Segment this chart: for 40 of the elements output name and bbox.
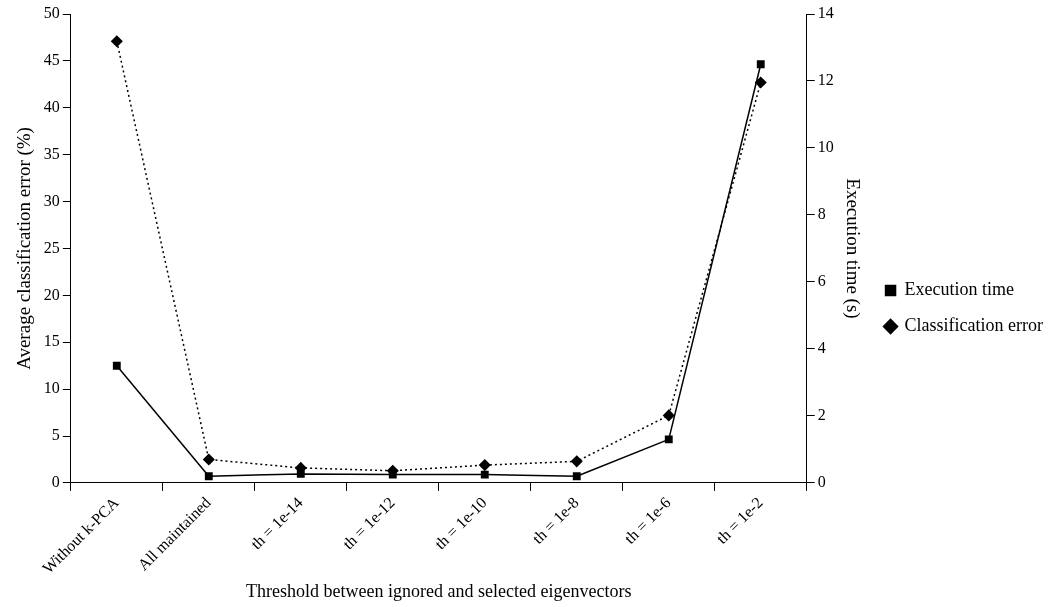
y-tick-label: 35 <box>43 144 60 162</box>
y-tick-label: 30 <box>43 191 60 209</box>
x-tick-label: th = 1e-2 <box>712 493 766 547</box>
point <box>296 469 305 478</box>
y2-tick-label: 8 <box>817 205 826 223</box>
y2-axis-title: Execution time (s) <box>842 178 865 319</box>
point <box>111 35 123 47</box>
y2-tick-label: 0 <box>817 473 826 491</box>
point <box>663 409 675 422</box>
y-tick-label: 15 <box>43 332 60 350</box>
point <box>479 459 491 471</box>
legend-label: Classification error <box>904 315 1044 336</box>
y2-tick-label: 10 <box>817 138 834 156</box>
point <box>480 470 489 479</box>
legend-label: Execution time <box>904 279 1015 300</box>
y2-tick-label: 14 <box>817 4 834 22</box>
y-tick-label: 0 <box>51 473 60 491</box>
point <box>204 472 213 481</box>
point <box>112 361 121 370</box>
x-axis-title: Threshold between ignored and selected eigenvectors <box>246 580 632 601</box>
y2-tick-label: 2 <box>817 406 826 424</box>
y-axis-title: Average classification error (%) <box>13 127 36 370</box>
y-tick-label: 45 <box>43 51 60 69</box>
point <box>572 472 581 481</box>
point <box>664 435 673 444</box>
y2-tick-label: 12 <box>817 71 834 89</box>
y-tick-label: 10 <box>43 379 60 397</box>
point <box>755 76 767 89</box>
y-tick-label: 25 <box>43 238 60 256</box>
y-tick-label: 50 <box>43 4 60 22</box>
point <box>203 453 215 466</box>
y-tick-label: 20 <box>43 285 60 303</box>
y2-tick-label: 4 <box>817 339 826 357</box>
x-tick-label: th = 1e-6 <box>620 493 674 547</box>
x-tick-label: th = 1e-8 <box>528 493 582 547</box>
y-tick-label: 5 <box>51 426 60 444</box>
y2-tick-label: 6 <box>817 272 826 290</box>
point <box>571 455 583 468</box>
y-tick-label: 40 <box>43 97 60 115</box>
point <box>756 60 765 69</box>
